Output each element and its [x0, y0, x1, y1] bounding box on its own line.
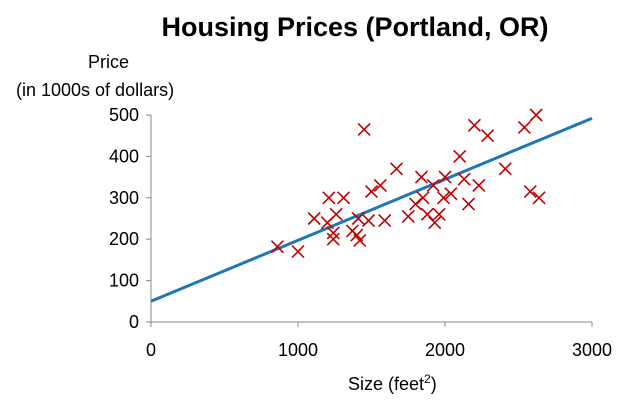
x-axis-label-text: Size (feet — [348, 374, 425, 394]
data-point — [353, 233, 367, 248]
data-point — [357, 122, 371, 137]
x-axis-label-close: ) — [430, 374, 437, 394]
data-point — [498, 162, 512, 176]
data-point — [322, 191, 336, 205]
data-point — [351, 211, 365, 226]
data-point — [426, 178, 440, 192]
data-point — [307, 211, 321, 226]
data-point — [517, 120, 531, 134]
x-tick-label: 2000 — [425, 340, 465, 360]
x-axis-label: Size (feet2) — [348, 372, 437, 395]
y-tick-label: 200 — [109, 229, 139, 249]
data-point — [326, 226, 340, 240]
data-point — [438, 170, 452, 184]
y-tick-label: 500 — [109, 105, 139, 125]
x-axis-label-superscript: 2 — [424, 372, 431, 386]
y-tick-label: 300 — [109, 188, 139, 208]
data-point — [389, 162, 404, 176]
data-point — [326, 232, 340, 246]
y-tick-label: 0 — [129, 312, 139, 332]
data-point — [481, 129, 495, 143]
data-point — [329, 207, 343, 221]
y-tick-label: 100 — [109, 271, 139, 291]
data-point — [436, 191, 451, 205]
data-point — [467, 118, 481, 132]
data-point — [432, 207, 446, 221]
data-point — [472, 178, 486, 192]
data-point — [416, 191, 430, 205]
y-axis-label-line1: Price — [88, 52, 130, 72]
x-tick-label: 1000 — [278, 340, 318, 360]
data-point — [364, 185, 379, 199]
data-point — [414, 170, 429, 184]
regression-line — [150, 116, 593, 303]
data-point — [529, 108, 543, 122]
y-axis-label-line2: (in 1000s of dollars) — [16, 80, 175, 100]
data-point — [457, 172, 471, 186]
chart-title: Housing Prices (Portland, OR) — [161, 12, 549, 42]
data-point — [270, 240, 284, 254]
data-point — [337, 191, 351, 205]
data-point — [361, 214, 376, 228]
data-point — [453, 149, 467, 163]
data-point — [523, 185, 537, 199]
data-point — [428, 216, 442, 230]
data-point — [444, 187, 458, 201]
data-point — [532, 191, 546, 205]
data-point — [461, 197, 476, 211]
y-tick-label: 400 — [109, 146, 139, 166]
data-point — [378, 214, 392, 228]
data-point — [373, 178, 387, 192]
data-point — [409, 197, 423, 211]
data-point — [291, 245, 305, 259]
x-tick-label: 3000 — [572, 340, 612, 360]
data-point — [401, 209, 415, 223]
x-tick-label: 0 — [146, 340, 156, 360]
